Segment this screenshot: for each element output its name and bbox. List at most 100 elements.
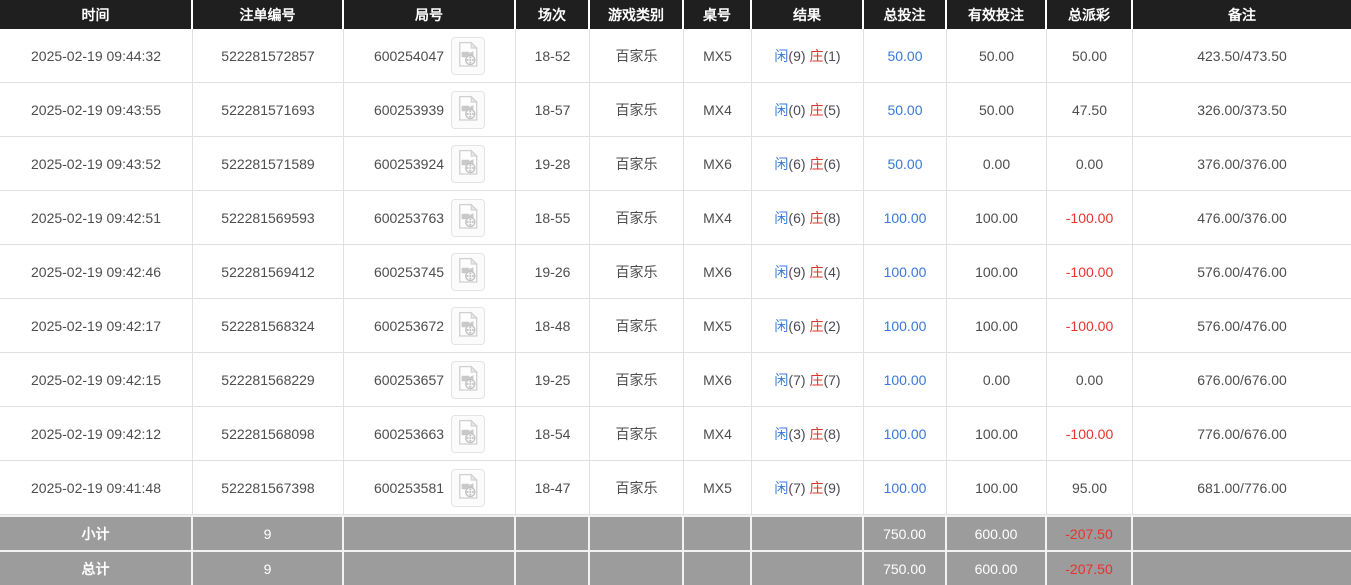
round-number: 600253745 [373,263,445,280]
valid-bet-cell: 50.00 [947,83,1047,137]
total-bet-link[interactable]: 100.00 [883,317,927,334]
player-label: 闲 [774,425,789,442]
table-row: 2025-02-19 09:43:52 522281571589 600253924… [0,137,1351,191]
game-type-cell: 百家乐 [590,245,684,299]
time-cell: 2025-02-19 09:42:15 [0,353,193,407]
player-value: (3) [788,425,806,442]
total-bet-cell: 50.00 [864,83,947,137]
video-replay-button[interactable] [451,252,486,291]
total-bet-link[interactable]: 100.00 [883,479,927,496]
round-number: 600253672 [373,317,445,334]
player-value: (7) [788,479,806,496]
total-bet-link[interactable]: 100.00 [883,371,927,388]
video-file-icon [457,40,479,71]
banker-label: 庄 [809,101,824,118]
bet-id-cell: 522281567398 [193,461,344,515]
round-cell: 600253657 [344,353,516,407]
banker-value: (5) [823,101,841,118]
total-row-label: 总计 [0,550,193,585]
payout-cell: 0.00 [1047,137,1133,191]
payout-cell: 47.50 [1047,83,1133,137]
session-cell: 18-48 [516,299,590,353]
remark-cell: 676.00/676.00 [1133,353,1351,407]
total-bet-cell: 100.00 [864,191,947,245]
table-no-cell: MX6 [684,137,752,191]
session-cell: 18-57 [516,83,590,137]
video-replay-button[interactable] [451,198,486,237]
banker-value: (4) [823,263,841,280]
total-bet-link[interactable]: 50.00 [887,47,923,64]
banker-label: 庄 [809,47,824,64]
session-cell: 18-52 [516,29,590,83]
player-label: 闲 [774,155,789,172]
table-row: 2025-02-19 09:42:15 522281568229 600253657… [0,353,1351,407]
banker-label: 庄 [809,479,824,496]
round-number: 600253581 [373,479,445,496]
video-replay-button[interactable] [451,90,486,129]
video-replay-button[interactable] [451,468,486,507]
total-bet-link[interactable]: 100.00 [883,425,927,442]
payout-cell: 0.00 [1047,353,1133,407]
table-no-cell: MX5 [684,461,752,515]
subtotal-row: 小计 9 750.00 600.00 -207.50 [0,515,1351,550]
video-replay-button[interactable] [451,36,486,75]
result-cell: 闲(9) 庄(4) [752,245,864,299]
banker-label: 庄 [809,317,824,334]
table-row: 2025-02-19 09:42:51 522281569593 600253763… [0,191,1351,245]
round-cell: 600254047 [344,29,516,83]
video-replay-button[interactable] [451,306,486,345]
result-cell: 闲(6) 庄(6) [752,137,864,191]
payout-cell: -100.00 [1047,245,1133,299]
time-cell: 2025-02-19 09:41:48 [0,461,193,515]
total-bet-link[interactable]: 100.00 [883,209,927,226]
round-cell: 600253745 [344,245,516,299]
table-no-cell: MX6 [684,245,752,299]
game-type-cell: 百家乐 [590,299,684,353]
total-row-empty-game-type [590,550,684,585]
total-row: 总计 9 750.00 600.00 -207.50 [0,550,1351,585]
total-bet-cell: 100.00 [864,461,947,515]
payout-cell: -100.00 [1047,191,1133,245]
player-value: (9) [788,263,806,280]
round-cell: 600253763 [344,191,516,245]
player-label: 闲 [774,101,789,118]
bet-id-cell: 522281569593 [193,191,344,245]
video-file-icon [457,148,479,179]
total-bet-link[interactable]: 50.00 [887,155,923,172]
time-cell: 2025-02-19 09:43:55 [0,83,193,137]
subtotal-row-total-bet: 750.00 [864,515,947,550]
table-no-cell: MX4 [684,191,752,245]
round-cell: 600253581 [344,461,516,515]
column-header-remark: 备注 [1133,0,1351,29]
video-replay-button[interactable] [451,414,486,453]
total-row-empty-table-no [684,550,752,585]
subtotal-row-count: 9 [193,515,344,550]
session-cell: 18-55 [516,191,590,245]
subtotal-row-remark [1133,515,1351,550]
player-value: (6) [788,209,806,226]
total-bet-cell: 50.00 [864,137,947,191]
video-file-icon [457,94,479,125]
remark-cell: 681.00/776.00 [1133,461,1351,515]
video-replay-button[interactable] [451,144,486,183]
remark-cell: 423.50/473.50 [1133,29,1351,83]
total-row-total-bet: 750.00 [864,550,947,585]
game-type-cell: 百家乐 [590,407,684,461]
total-bet-link[interactable]: 100.00 [883,263,927,280]
player-value: (6) [788,155,806,172]
total-bet-link[interactable]: 50.00 [887,101,923,118]
video-replay-button[interactable] [451,360,486,399]
session-cell: 19-25 [516,353,590,407]
valid-bet-cell: 50.00 [947,29,1047,83]
game-type-cell: 百家乐 [590,137,684,191]
video-file-icon [457,418,479,449]
game-type-cell: 百家乐 [590,191,684,245]
game-type-cell: 百家乐 [590,83,684,137]
table-no-cell: MX5 [684,299,752,353]
bet-id-cell: 522281571589 [193,137,344,191]
time-cell: 2025-02-19 09:43:52 [0,137,193,191]
bet-id-cell: 522281572857 [193,29,344,83]
remark-cell: 476.00/376.00 [1133,191,1351,245]
total-row-empty-round [344,550,516,585]
session-cell: 19-28 [516,137,590,191]
